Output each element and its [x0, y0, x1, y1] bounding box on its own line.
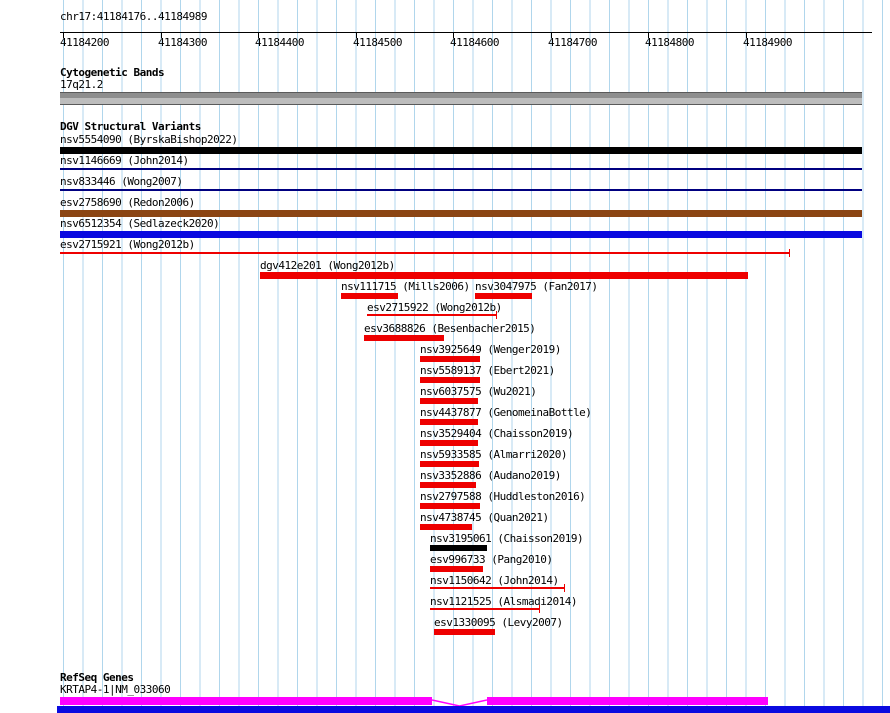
gene-exon-left[interactable] — [60, 697, 432, 705]
ruler-tick — [453, 32, 454, 38]
variant-glyph-esv1330095[interactable] — [434, 629, 495, 635]
variant-glyph-endtick-esv2715922 — [496, 311, 497, 319]
ruler-tick-label: 41184800 — [645, 36, 694, 49]
variant-glyph-esv3688826[interactable] — [364, 335, 444, 341]
variant-glyph-nsv6512354[interactable] — [60, 231, 862, 238]
cytoband-section-title: Cytogenetic Bands — [60, 66, 165, 79]
variant-glyph-nsv1146669[interactable] — [60, 168, 862, 170]
variant-label-nsv5589137[interactable]: nsv5589137 (Ebert2021) — [420, 364, 555, 377]
variant-label-nsv6512354[interactable]: nsv6512354 (Sedlazeck2020) — [60, 217, 220, 230]
variant-glyph-endtick-nsv1121525 — [539, 605, 540, 613]
variant-label-nsv4437877[interactable]: nsv4437877 (GenomeinaBottle) — [420, 406, 592, 419]
region-position: chr17:41184176..41184989 — [60, 10, 207, 23]
variant-glyph-nsv4738745[interactable] — [420, 524, 472, 530]
variant-glyph-nsv4437877[interactable] — [420, 419, 478, 425]
variant-label-esv1330095[interactable]: esv1330095 (Levy2007) — [434, 616, 563, 629]
variant-glyph-nsv3047975[interactable] — [475, 293, 532, 299]
variant-label-nsv1150642[interactable]: nsv1150642 (John2014) — [430, 574, 559, 587]
ruler-tick-label: 41184700 — [548, 36, 597, 49]
variant-label-dgv412e201[interactable]: dgv412e201 (Wong2012b) — [260, 259, 395, 272]
ruler-tick — [648, 32, 649, 38]
variant-glyph-nsv1121525[interactable] — [430, 608, 540, 610]
variant-label-nsv833446[interactable]: nsv833446 (Wong2007) — [60, 175, 183, 188]
variant-label-esv2715921[interactable]: esv2715921 (Wong2012b) — [60, 238, 195, 251]
variant-label-nsv3529404[interactable]: nsv3529404 (Chaisson2019) — [420, 427, 574, 440]
bottom-track-bar[interactable] — [57, 706, 890, 713]
variant-glyph-nsv3925649[interactable] — [420, 356, 480, 362]
variant-label-esv996733[interactable]: esv996733 (Pang2010) — [430, 553, 553, 566]
variant-glyph-nsv3195061[interactable] — [430, 545, 487, 551]
variant-label-nsv1121525[interactable]: nsv1121525 (Alsmadi2014) — [430, 595, 577, 608]
variant-glyph-nsv3529404[interactable] — [420, 440, 478, 446]
variant-glyph-nsv1150642[interactable] — [430, 587, 565, 589]
variant-label-nsv111715[interactable]: nsv111715 (Mills2006) — [341, 280, 470, 293]
variant-glyph-esv2758690[interactable] — [60, 210, 862, 217]
ruler-tick-label: 41184400 — [255, 36, 304, 49]
variant-glyph-esv2715921[interactable] — [60, 252, 790, 254]
variant-glyph-esv2715922[interactable] — [367, 314, 497, 316]
ruler-tick-label: 41184500 — [353, 36, 402, 49]
variant-glyph-nsv2797588[interactable] — [420, 503, 480, 509]
variant-label-nsv6037575[interactable]: nsv6037575 (Wu2021) — [420, 385, 537, 398]
variant-label-esv2758690[interactable]: esv2758690 (Redon2006) — [60, 196, 195, 209]
ruler-tick-label: 41184300 — [158, 36, 207, 49]
cytoband-bar[interactable] — [60, 92, 862, 105]
variant-label-nsv3925649[interactable]: nsv3925649 (Wenger2019) — [420, 343, 561, 356]
gene-exon-right[interactable] — [487, 697, 768, 705]
variant-label-nsv3195061[interactable]: nsv3195061 (Chaisson2019) — [430, 532, 584, 545]
refseq-gene-name: KRTAP4-1|NM_033060 — [60, 683, 171, 696]
variant-glyph-dgv412e201[interactable] — [260, 272, 748, 279]
ruler-tick — [258, 32, 259, 38]
variant-glyph-esv996733[interactable] — [430, 566, 483, 572]
variant-glyph-nsv6037575[interactable] — [420, 398, 478, 404]
variant-label-nsv5933585[interactable]: nsv5933585 (Almarri2020) — [420, 448, 567, 461]
ruler-tick-label: 41184900 — [743, 36, 792, 49]
variant-label-nsv3047975[interactable]: nsv3047975 (Fan2017) — [475, 280, 598, 293]
variant-glyph-nsv3352886[interactable] — [420, 482, 476, 488]
ruler-line — [60, 32, 872, 33]
variant-glyph-nsv833446[interactable] — [60, 189, 862, 191]
dgv-section-title: DGV Structural Variants — [60, 120, 201, 133]
variant-glyph-endtick-nsv1150642 — [564, 584, 565, 592]
ruler-tick — [746, 32, 747, 38]
refseq-section-title: RefSeq Genes — [60, 671, 134, 684]
variant-glyph-nsv111715[interactable] — [341, 293, 398, 299]
variant-label-nsv2797588[interactable]: nsv2797588 (Huddleston2016) — [420, 490, 586, 503]
variant-label-nsv4738745[interactable]: nsv4738745 (Quan2021) — [420, 511, 549, 524]
variant-label-esv3688826[interactable]: esv3688826 (Besenbacher2015) — [364, 322, 536, 335]
variant-glyph-nsv5933585[interactable] — [420, 461, 479, 467]
ruler-tick-label: 41184200 — [60, 36, 109, 49]
ruler-tick — [63, 32, 64, 38]
variant-glyph-endtick-esv2715921 — [789, 249, 790, 257]
ruler-tick — [356, 32, 357, 38]
cytoband-name: 17q21.2 — [60, 78, 103, 91]
variant-label-nsv1146669[interactable]: nsv1146669 (John2014) — [60, 154, 189, 167]
variant-label-nsv3352886[interactable]: nsv3352886 (Audano2019) — [420, 469, 561, 482]
ruler-tick — [551, 32, 552, 38]
ruler-tick-label: 41184600 — [450, 36, 499, 49]
variant-label-esv2715922[interactable]: esv2715922 (Wong2012b) — [367, 301, 502, 314]
variant-label-nsv5554090[interactable]: nsv5554090 (ByrskaBishop2022) — [60, 133, 238, 146]
variant-glyph-nsv5589137[interactable] — [420, 377, 480, 383]
ruler-tick — [161, 32, 162, 38]
variant-glyph-nsv5554090[interactable] — [60, 147, 862, 154]
